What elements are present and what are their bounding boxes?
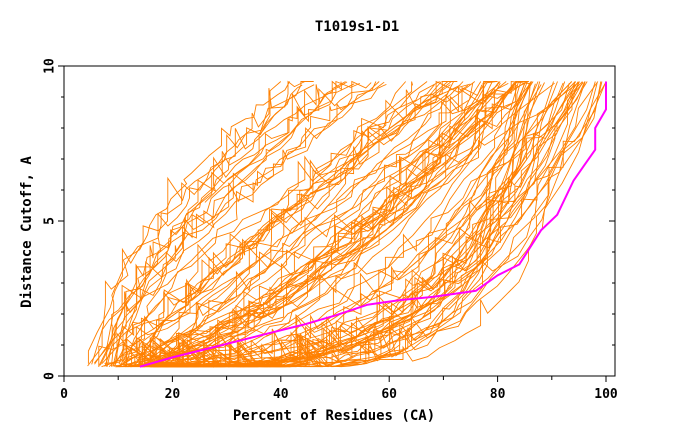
- highlight-layer: [139, 81, 607, 368]
- series-line-53: [142, 81, 518, 368]
- series-line-31: [142, 81, 476, 368]
- y-tick-label-0: 0: [43, 372, 58, 380]
- series-line-38: [138, 81, 501, 368]
- series-line-56: [122, 81, 576, 368]
- series-line-5: [114, 83, 355, 367]
- series-line-100: [165, 81, 558, 368]
- series-line-78: [159, 84, 576, 368]
- x-axis-label: Percent of Residues (CA): [233, 408, 435, 424]
- series-line-21: [101, 81, 440, 364]
- series-line-37: [108, 82, 509, 368]
- series-line-20: [98, 83, 387, 367]
- y-tick-label-5: 5: [43, 217, 58, 225]
- x-tick-label-20: 20: [165, 387, 181, 402]
- series-line-94: [149, 81, 519, 368]
- series-line-59: [115, 81, 497, 368]
- series-line-17: [117, 84, 451, 368]
- series-line-82: [140, 82, 564, 368]
- series-line-11: [91, 81, 290, 365]
- series-line-42: [104, 82, 474, 364]
- series-line-4: [99, 80, 306, 366]
- x-tick-label-0: 0: [60, 387, 68, 402]
- x-tick-label-40: 40: [273, 387, 289, 402]
- series-line-15: [136, 80, 469, 364]
- y-tick-label-10: 10: [43, 58, 58, 74]
- series-line-18: [104, 81, 385, 367]
- series-line-12: [94, 80, 343, 364]
- x-tick-label-60: 60: [381, 387, 397, 402]
- series-line-50: [126, 82, 516, 367]
- series-line-22: [114, 81, 380, 366]
- y-axis-label: Distance Cutoff, A: [19, 156, 35, 308]
- y-axis-ticks: 0 5 10: [43, 58, 615, 380]
- series-line-25: [104, 81, 428, 367]
- x-tick-label-80: 80: [490, 387, 506, 402]
- x-axis-ticks: 0 20 40 60 80 100: [60, 376, 618, 402]
- series-line-60: [115, 84, 483, 368]
- series-line-69: [165, 81, 528, 368]
- series-line-73: [131, 81, 572, 368]
- series-line-99: [164, 81, 527, 368]
- series-line-55: [118, 81, 507, 368]
- series-line-40: [130, 81, 529, 368]
- series-line-2: [119, 81, 348, 364]
- x-tick-label-100: 100: [594, 387, 618, 402]
- series-line-33: [139, 83, 471, 367]
- highlight-series-line: [139, 81, 607, 368]
- series-line-outlier: [204, 81, 282, 203]
- series-line-46: [127, 81, 580, 366]
- series-line-65: [160, 81, 607, 368]
- series-line-32: [146, 81, 449, 365]
- series-line-41: [120, 81, 482, 368]
- series-line-10: [112, 81, 377, 367]
- series-line-39: [144, 81, 452, 367]
- chart-title: T1019s1-D1: [315, 19, 399, 35]
- series-line-98: [166, 81, 541, 368]
- series-line-92: [143, 82, 526, 368]
